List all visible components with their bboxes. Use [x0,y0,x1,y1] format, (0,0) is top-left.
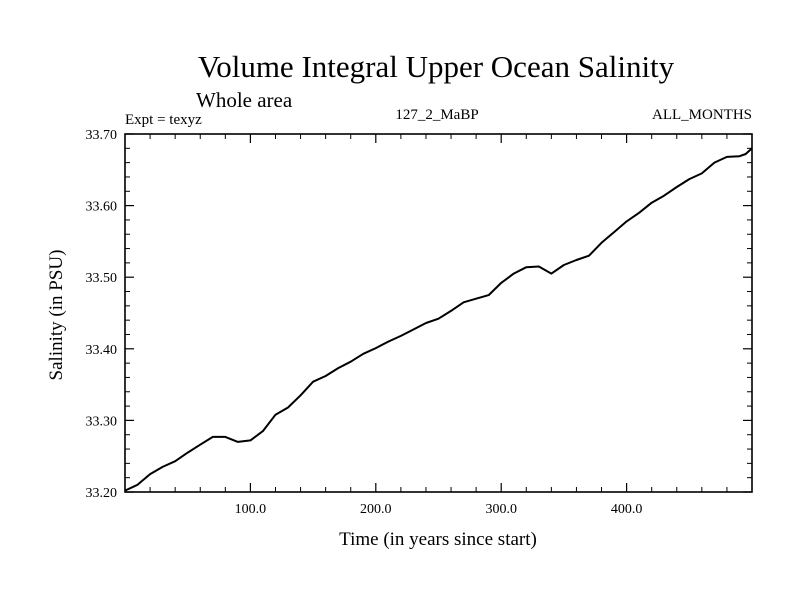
chart-title: Volume Integral Upper Ocean Salinity [198,49,675,84]
y-tick-label: 33.60 [86,200,118,215]
experiment-label: Expt = texyz [125,112,202,128]
run-label: 127_2_MaBP [395,107,478,123]
y-tick-label: 33.40 [86,343,118,358]
plot-area: 100.0 200.0 300.0 400.0 33.20 33.30 33.40 33.50… [86,128,753,517]
chart-subtitle: Whole area [196,88,293,112]
salinity-series-line [124,147,753,492]
x-tick-label: 400.0 [611,502,643,517]
y-tick-label: 33.70 [86,128,118,143]
y-axis-label: Salinity (in PSU) [46,250,67,381]
x-tick-label: 300.0 [485,502,517,517]
x-tick-label: 100.0 [235,502,267,517]
y-tick-label: 33.20 [86,486,118,501]
y-tick-label: 33.50 [86,271,118,286]
y-tick-label: 33.30 [86,414,118,429]
x-axis-label: Time (in years since start) [339,529,537,550]
x-tick-label: 200.0 [360,502,392,517]
plot-frame [124,133,753,493]
months-label: ALL_MONTHS [652,107,752,123]
